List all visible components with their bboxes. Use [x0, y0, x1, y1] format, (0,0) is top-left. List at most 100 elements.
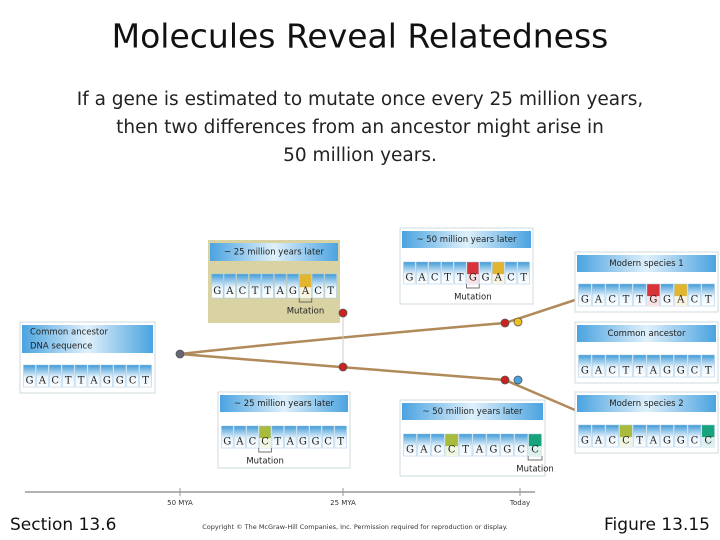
- base-cell: [286, 273, 299, 299]
- base-letter: C: [531, 444, 539, 455]
- base-cell: [233, 425, 246, 449]
- base-letter: T: [65, 375, 72, 386]
- base-cell: [701, 283, 715, 307]
- base-cell: [633, 283, 647, 307]
- base-cell: [504, 261, 518, 285]
- base-letter: A: [419, 444, 428, 455]
- base-letter: T: [520, 272, 527, 283]
- base-cell: [284, 425, 297, 449]
- base-letter: G: [289, 286, 297, 297]
- panel-heading: Modern species 2: [609, 399, 683, 409]
- lineage-2: [179, 352, 576, 412]
- title: Molecules Reveal Relatedness: [112, 17, 609, 56]
- panel-heading: Modern species 1: [609, 259, 683, 269]
- base-cell: [605, 354, 619, 378]
- base-letter: A: [676, 294, 685, 305]
- base-letter: G: [581, 294, 589, 305]
- subtitle-line: 50 million years.: [283, 145, 437, 166]
- mutation-label: Mutation: [516, 465, 554, 475]
- panel-heading: ~ 25 million years later: [234, 399, 335, 409]
- base-cell: [417, 433, 431, 457]
- base-letter: G: [103, 375, 111, 386]
- base-letter: G: [482, 272, 490, 283]
- nodes: [175, 308, 523, 385]
- base-letter: G: [677, 365, 685, 376]
- base-cell: [578, 283, 592, 307]
- base-cell: [322, 425, 335, 449]
- base-cell: [223, 273, 236, 299]
- base-cell: [113, 364, 126, 388]
- figure-label: Figure 13.15: [604, 515, 710, 535]
- base-cell: [126, 364, 139, 388]
- lineage-1: [179, 298, 576, 356]
- node: [513, 317, 523, 327]
- base-cell-light: [619, 437, 633, 447]
- base-letter: A: [38, 375, 47, 386]
- base-letter: G: [406, 444, 414, 455]
- base-cell: [296, 425, 309, 449]
- base-letter: G: [469, 272, 477, 283]
- base-cell: [454, 261, 467, 285]
- lineage: [179, 298, 576, 412]
- base-letter: C: [249, 436, 257, 447]
- base-cell: [312, 273, 325, 299]
- base-letter: T: [142, 375, 149, 386]
- panel-heading-bg: [210, 243, 338, 261]
- base-letter: G: [223, 436, 231, 447]
- base-cell: [236, 273, 249, 299]
- base-cell: [660, 283, 674, 307]
- base-cell: [472, 433, 487, 457]
- base-letter: A: [286, 436, 295, 447]
- base-cell: [619, 354, 633, 378]
- base-cell: [591, 424, 606, 448]
- base-letter: G: [25, 375, 33, 386]
- base-letter: G: [503, 444, 511, 455]
- time-label: Today: [509, 499, 530, 507]
- base-letter: C: [608, 435, 616, 446]
- panel-heading: Common ancestor: [608, 329, 686, 339]
- base-cell: [334, 425, 347, 449]
- base-cell-light: [259, 438, 271, 448]
- base-letter: T: [337, 436, 344, 447]
- mutation-bracket: [527, 456, 543, 461]
- node: [500, 318, 510, 328]
- base-cell: [100, 364, 114, 388]
- panel-heading-bg: [22, 325, 153, 353]
- base-letter: A: [89, 375, 98, 386]
- panel-heading-bg: [577, 395, 716, 412]
- base-letter: C: [434, 444, 442, 455]
- base-letter: C: [608, 294, 616, 305]
- base-cell: [660, 354, 674, 378]
- panel-heading: DNA sequence: [30, 342, 92, 352]
- base-letter: A: [417, 272, 426, 283]
- base-letter: C: [507, 272, 515, 283]
- base-letter: T: [636, 294, 643, 305]
- base-letter: A: [594, 435, 603, 446]
- base-cell: [479, 261, 492, 285]
- base-letter: T: [705, 365, 712, 376]
- base-letter: C: [622, 435, 630, 446]
- base-cell: [660, 424, 674, 448]
- base-cell: [271, 425, 284, 449]
- base-cell: [687, 283, 702, 307]
- base-cell: [619, 283, 633, 307]
- base-cell: [221, 425, 234, 449]
- base-cell: [246, 425, 259, 449]
- node: [175, 349, 185, 359]
- base-letter: A: [649, 365, 658, 376]
- time-label: 50 MYA: [167, 499, 193, 507]
- node: [338, 308, 348, 318]
- panel-heading: ~ 25 million years later: [224, 248, 325, 258]
- base-cell: [578, 354, 592, 378]
- base-cell: [687, 424, 702, 448]
- base-cell-light: [674, 296, 688, 306]
- mutation-label: Mutation: [287, 307, 325, 317]
- base-letter: A: [594, 365, 603, 376]
- base-cell-light: [647, 296, 660, 306]
- base-letter: C: [691, 365, 699, 376]
- section-label: Section 13.6: [10, 515, 116, 535]
- base-cell: [23, 364, 36, 388]
